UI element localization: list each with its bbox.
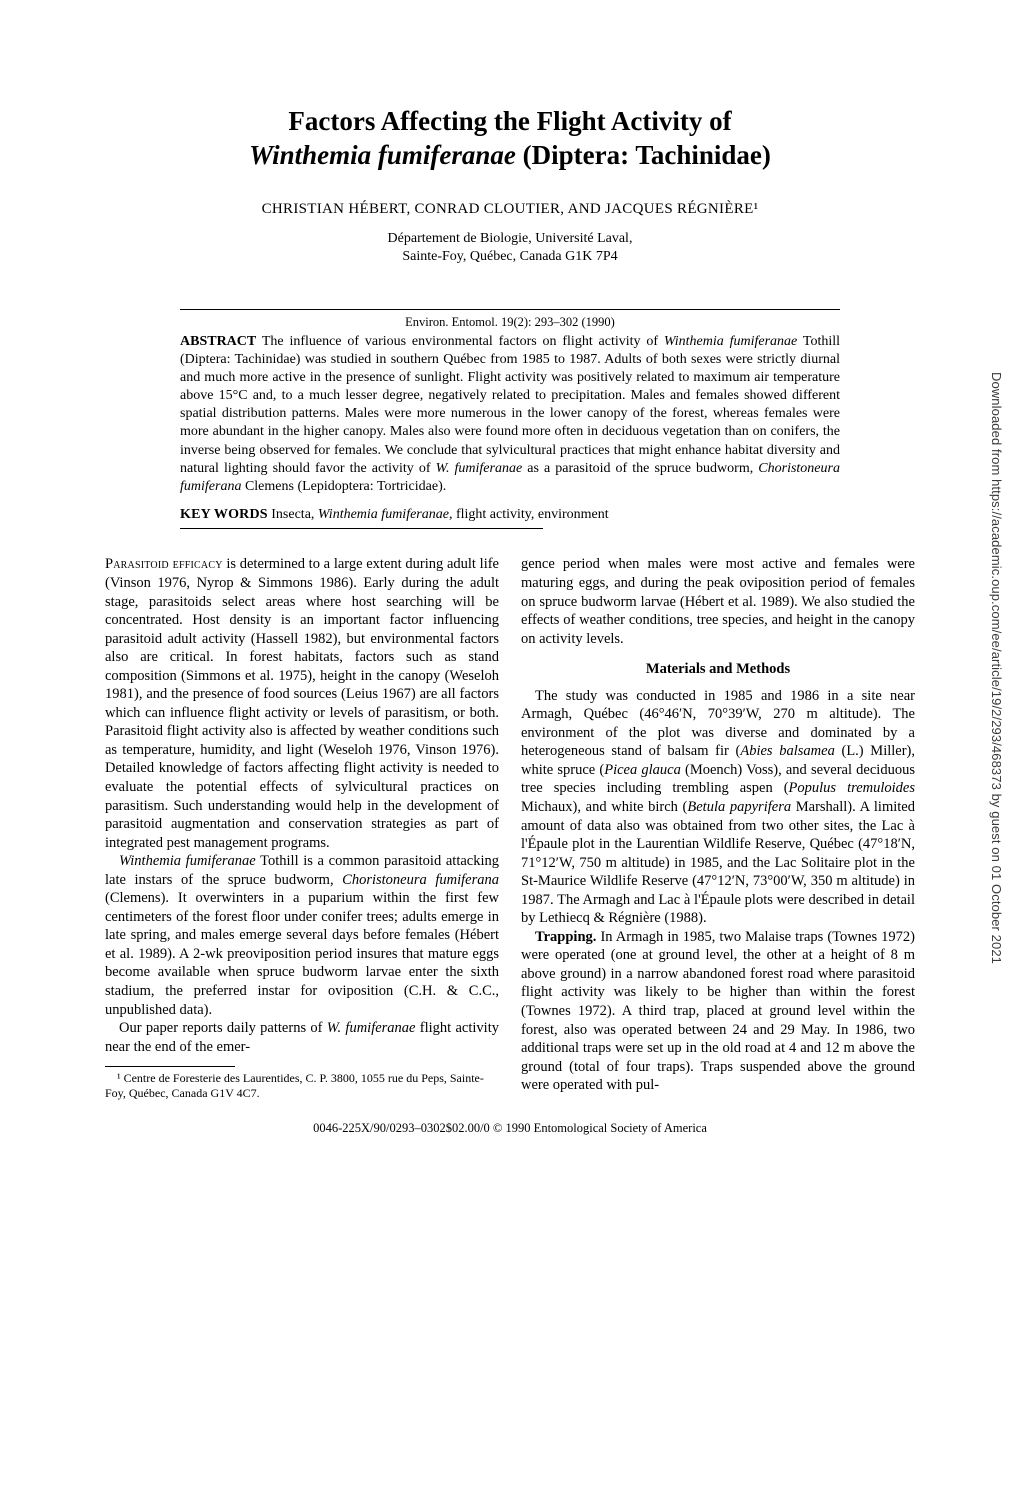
abstract-body-2: Tothill (Diptera: Tachinidae) was studie… [180,334,840,476]
keywords-post: , flight activity, environment [449,507,609,522]
abstract-top-rule [180,309,840,310]
run-in-heading-trapping: Trapping. [535,929,596,945]
body-p2-species-1: Winthemia fumiferanae [119,853,256,869]
copyright: 0046-225X/90/0293–0302$02.00/0 © 1990 En… [105,1121,915,1136]
title-species: Winthemia fumiferanae [249,140,516,170]
body-paragraph-6: Trapping. In Armagh in 1985, two Malaise… [521,928,915,1095]
section-title-methods: Materials and Methods [521,660,915,679]
keywords: KEY WORDS Insecta, Winthemia fumiferanae… [180,506,840,524]
title-line1: Factors Affecting the Flight Activity of [288,106,731,136]
article-title: Factors Affecting the Flight Activity of… [105,105,915,173]
keywords-pre: Insecta, [268,507,318,522]
body-p2-species-2: Choristoneura fumiferana [342,872,499,888]
body-p5-species-4: Betula papyrifera [687,799,791,815]
body-p3-pre: Our paper reports daily patterns of [119,1020,327,1036]
body-p5-species-1: Abies balsamea [740,743,834,759]
body-columns: Parasitoid efficacy is determined to a l… [105,555,915,1101]
body-p1-rest: is determined to a large extent during a… [105,556,499,850]
body-p2-mid2: (Clemens). It overwinters in a puparium … [105,890,499,1017]
abstract-block: Environ. Entomol. 19(2): 293–302 (1990) … [180,309,840,529]
body-p5-species-2: Picea glauca [604,762,681,778]
abstract-species-2: W. fumiferanae [436,461,523,476]
authors: CHRISTIAN HÉBERT, CONRAD CLOUTIER, AND J… [105,201,915,218]
abstract-body-1: The influence of various environmental f… [256,334,664,349]
affiliation-line1: Département de Biologie, Université Lava… [388,231,633,246]
download-sidebar: Downloaded from https://academic.oup.com… [989,372,1004,964]
lead-smallcaps: Parasitoid efficacy [105,556,223,572]
body-paragraph-2: Winthemia fumiferanae Tothill is a commo… [105,852,499,1019]
body-p3-species: W. fumiferanae [327,1020,416,1036]
abstract-label: ABSTRACT [180,334,256,349]
body-paragraph-3: Our paper reports daily patterns of W. f… [105,1019,499,1056]
keywords-rule [180,528,543,529]
body-p6-rest: In Armagh in 1985, two Malaise traps (To… [521,929,915,1093]
right-column: gence period when males were most active… [521,555,915,1101]
affiliation: Département de Biologie, Université Lava… [105,230,915,268]
abstract-species-1: Winthemia fumiferanae [664,334,797,349]
abstract-body-4: Clemens (Lepidoptera: Tortricidae). [241,479,446,494]
footnote-rule [105,1066,235,1067]
body-paragraph-5: The study was conducted in 1985 and 1986… [521,687,915,928]
footnote: ¹ Centre de Foresterie des Laurentides, … [105,1071,499,1101]
title-line2-rest: (Diptera: Tachinidae) [516,140,771,170]
affiliation-line2: Sainte-Foy, Québec, Canada G1K 7P4 [402,249,617,264]
abstract-text: ABSTRACT The influence of various enviro… [180,333,840,497]
body-paragraph-1: Parasitoid efficacy is determined to a l… [105,555,499,852]
body-p5-species-3: Populus tremuloides [789,780,915,796]
abstract-body-3: as a parasitoid of the spruce budworm, [522,461,758,476]
keywords-species: Winthemia fumiferanae [318,507,449,522]
keywords-label: KEY WORDS [180,507,268,522]
body-p5-mid4: Marshall). A limited amount of data also… [521,799,915,926]
left-column: Parasitoid efficacy is determined to a l… [105,555,499,1101]
journal-citation: Environ. Entomol. 19(2): 293–302 (1990) [180,314,840,330]
body-paragraph-4: gence period when males were most active… [521,555,915,648]
body-p5-mid3: Michaux), and white birch ( [521,799,687,815]
